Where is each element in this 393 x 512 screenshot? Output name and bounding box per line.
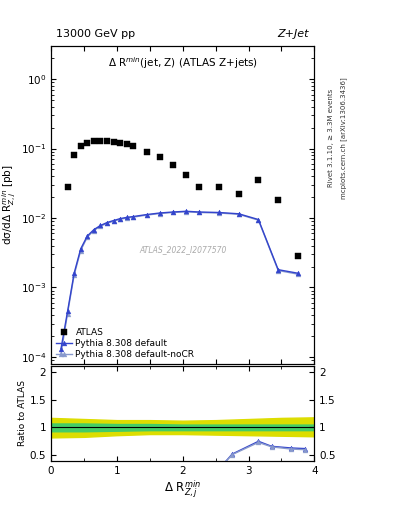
Pythia 8.308 default (125, 215, 129, 221)
Pythia 8.308 default-noCR (65, 310, 70, 316)
Pythia 8.308 default-noCR (236, 211, 241, 218)
Pythia 8.308 default-noCR (85, 234, 90, 240)
Pythia 8.308 default (144, 211, 149, 218)
Pythia 8.308 default-noCR (276, 267, 281, 273)
Pythia 8.308 default-noCR (92, 227, 96, 233)
Pythia 8.308 default (72, 270, 77, 276)
Pythia 8.308 default-noCR (296, 271, 300, 278)
X-axis label: Δ R$^{min}_{Z,j}$: Δ R$^{min}_{Z,j}$ (164, 478, 201, 500)
Pythia 8.308 default (171, 209, 175, 215)
Pythia 8.308 default-noCR (256, 217, 261, 223)
Pythia 8.308 default-noCR (111, 218, 116, 224)
Y-axis label: dσ/dΔ R$^{min}_{Z,j}$ [pb]: dσ/dΔ R$^{min}_{Z,j}$ [pb] (0, 164, 18, 245)
Pythia 8.308 default (217, 209, 221, 216)
Text: Rivet 3.1.10, ≥ 3.3M events: Rivet 3.1.10, ≥ 3.3M events (328, 89, 334, 187)
Pythia 8.308 default-noCR (144, 212, 149, 218)
Pythia 8.308 default (59, 346, 63, 352)
Pythia 8.308 default-noCR (125, 215, 129, 221)
ATLAS (65, 184, 70, 190)
ATLAS (256, 177, 261, 183)
ATLAS (131, 143, 136, 149)
ATLAS (72, 152, 77, 158)
Pythia 8.308 default-noCR (105, 220, 109, 226)
ATLAS (78, 143, 83, 149)
ATLAS (171, 162, 175, 168)
Pythia 8.308 default (197, 209, 202, 215)
Pythia 8.308 default (65, 308, 70, 314)
ATLAS (125, 141, 129, 147)
Pythia 8.308 default (105, 220, 109, 226)
Pythia 8.308 default-noCR (78, 247, 83, 253)
Pythia 8.308 default (78, 246, 83, 252)
Pythia 8.308 default-noCR (171, 209, 175, 216)
ATLAS (236, 191, 241, 197)
Text: 13000 GeV pp: 13000 GeV pp (56, 29, 136, 39)
Text: mcplots.cern.ch [arXiv:1306.3436]: mcplots.cern.ch [arXiv:1306.3436] (340, 77, 347, 199)
Y-axis label: Ratio to ATLAS: Ratio to ATLAS (18, 380, 27, 446)
ATLAS (98, 138, 103, 144)
Pythia 8.308 default-noCR (197, 209, 202, 216)
Pythia 8.308 default-noCR (184, 209, 188, 215)
ATLAS (144, 148, 149, 155)
Pythia 8.308 default (92, 226, 96, 232)
ATLAS (157, 154, 162, 160)
Pythia 8.308 default (236, 211, 241, 217)
Text: ATLAS_2022_I2077570: ATLAS_2022_I2077570 (139, 245, 226, 254)
Line: Pythia 8.308 default-noCR: Pythia 8.308 default-noCR (59, 209, 300, 356)
Line: ATLAS: ATLAS (64, 137, 301, 260)
Pythia 8.308 default-noCR (59, 351, 63, 357)
Pythia 8.308 default (276, 267, 281, 273)
Pythia 8.308 default (296, 270, 300, 276)
Pythia 8.308 default-noCR (157, 210, 162, 217)
Pythia 8.308 default (98, 222, 103, 228)
ATLAS (184, 172, 188, 178)
Pythia 8.308 default (118, 216, 123, 222)
ATLAS (111, 139, 116, 145)
Line: Pythia 8.308 default: Pythia 8.308 default (59, 209, 300, 351)
ATLAS (296, 253, 300, 260)
ATLAS (276, 197, 281, 203)
Pythia 8.308 default (256, 217, 261, 223)
Pythia 8.308 default-noCR (72, 272, 77, 278)
Pythia 8.308 default-noCR (98, 223, 103, 229)
Pythia 8.308 default (131, 214, 136, 220)
ATLAS (217, 184, 221, 190)
Pythia 8.308 default-noCR (118, 216, 123, 222)
Pythia 8.308 default-noCR (217, 210, 221, 216)
ATLAS (92, 138, 96, 144)
Pythia 8.308 default (85, 233, 90, 239)
Pythia 8.308 default (111, 218, 116, 224)
Legend: ATLAS, Pythia 8.308 default, Pythia 8.308 default-noCR: ATLAS, Pythia 8.308 default, Pythia 8.30… (54, 327, 196, 361)
Pythia 8.308 default (184, 208, 188, 215)
Pythia 8.308 default (157, 210, 162, 216)
Pythia 8.308 default-noCR (131, 214, 136, 220)
Text: Z+Jet: Z+Jet (277, 29, 309, 39)
ATLAS (197, 184, 202, 190)
ATLAS (118, 140, 123, 146)
Text: Δ R$^{min}$(jet, Z) (ATLAS Z+jets): Δ R$^{min}$(jet, Z) (ATLAS Z+jets) (108, 56, 258, 71)
ATLAS (85, 140, 90, 146)
ATLAS (105, 138, 109, 144)
